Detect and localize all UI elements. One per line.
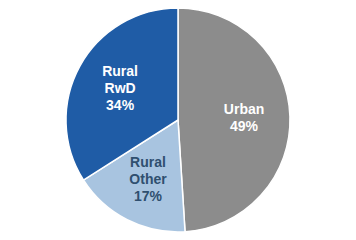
category-label-line: RwD [105,80,136,96]
slice-label: RuralOther17% [129,154,167,204]
category-label: Urban [224,101,264,117]
value-label: 17% [134,188,163,204]
category-label-line: Rural [130,154,166,170]
labels: Urban49%RuralOther17%RuralRwD34% [102,63,264,203]
pie-slice [66,8,178,180]
category-label-line: Urban [224,101,264,117]
value-label: 34% [106,97,135,113]
slice-label: Urban49% [224,101,264,134]
value-label: 49% [230,118,259,134]
category-label-line: Rural [102,63,138,79]
pie-slice [178,8,290,232]
category-label-line: Other [129,171,167,187]
pie: Urban49%RuralOther17%RuralRwD34% [66,8,290,232]
category-label: RuralOther [129,154,167,187]
category-label: RuralRwD [102,63,138,96]
slice-label: RuralRwD34% [102,63,138,113]
chart: Urban49%RuralOther17%RuralRwD34% [0,0,356,240]
slices [66,8,290,232]
